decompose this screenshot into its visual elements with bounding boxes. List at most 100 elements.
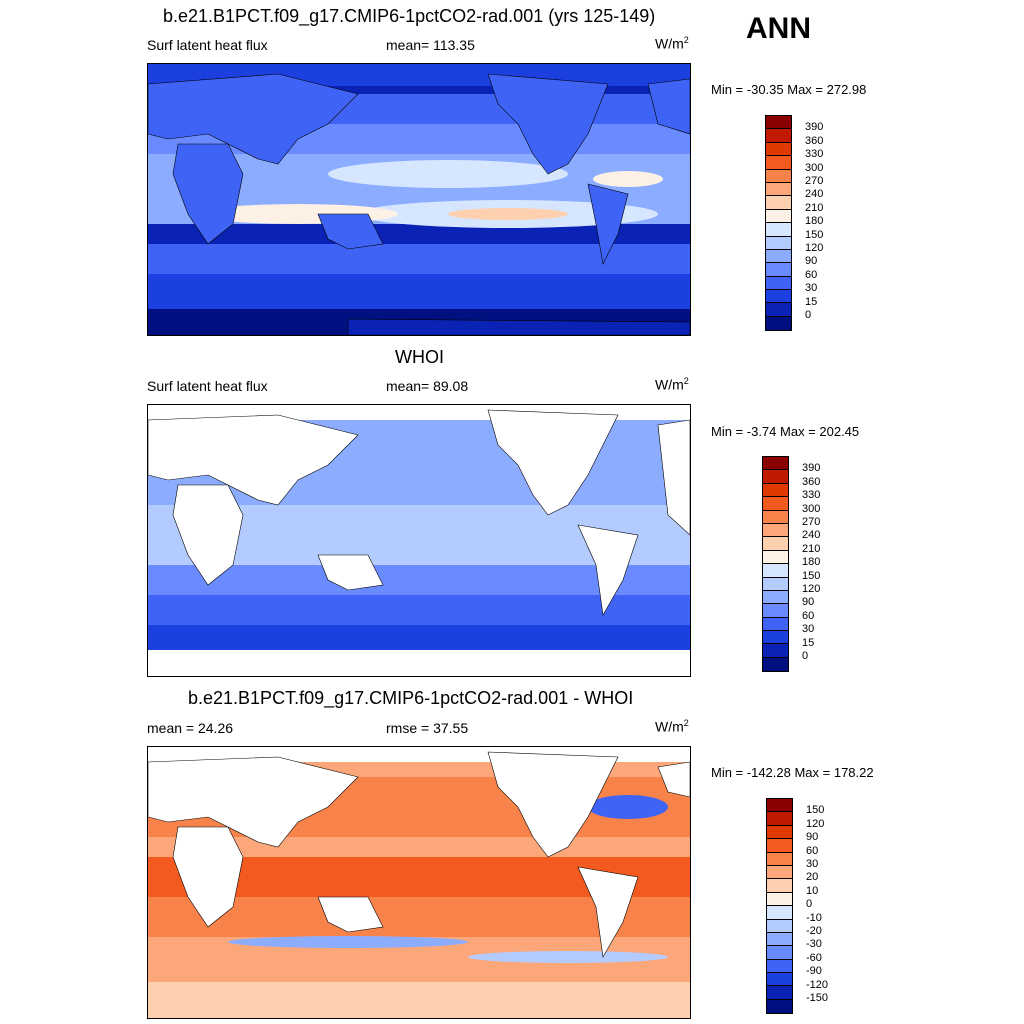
- panel2-colorbar-swatch: [763, 510, 788, 524]
- panel3-colorbar-tick-label: -20: [806, 925, 822, 937]
- panel2-colorbar-tick-label: 390: [802, 462, 821, 475]
- panel1-colorbar-swatch: [766, 156, 791, 170]
- season-label: ANN: [746, 12, 811, 45]
- panel1-colorbar-boxes: [765, 115, 792, 332]
- panel2-map: [147, 404, 691, 677]
- panel3-colorbar-tick-label: 10: [806, 884, 819, 897]
- panel3-colorbar-tick-label: 0: [806, 898, 813, 911]
- panel1-variable-label: Surf latent heat flux: [147, 37, 268, 53]
- panel2-colorbar-swatch: [763, 631, 788, 645]
- panel2-colorbar-tick-label: 150: [802, 569, 821, 582]
- panel1-colorbar-tick-label: 270: [805, 175, 824, 187]
- panel1-units: W/m2: [655, 35, 689, 52]
- panel2-colorbar-tick-label: 360: [802, 475, 821, 488]
- panel2-colorbar-swatch: [763, 523, 788, 538]
- panel3-map: [147, 746, 691, 1019]
- panel1-colorbar-swatch: [766, 236, 791, 250]
- panel1-colorbar-tick-label: 15: [805, 295, 818, 308]
- panel1-colorbar-swatch: [766, 223, 791, 237]
- panel3-colorbar-tick-label: -60: [806, 951, 822, 964]
- panel2-map-svg: [148, 405, 690, 676]
- panel2-colorbar-tick-label: 300: [802, 502, 821, 515]
- panel3-map-svg: [148, 747, 690, 1018]
- panel1-colorbar-tick-label: 120: [805, 242, 824, 254]
- panel2-colorbar-swatch: [763, 537, 788, 551]
- panel2-colorbar-tick-label: 270: [802, 516, 821, 528]
- panel1-colorbar-tick-label: 240: [805, 188, 824, 201]
- panel3-colorbar-swatch: [767, 919, 792, 933]
- panel3-colorbar-tick-label: -90: [806, 965, 822, 978]
- panel3-rmse-label: rmse = 37.55: [386, 720, 469, 736]
- panel2-colorbar-tick-label: 0: [802, 650, 809, 662]
- panel1-map-svg: [148, 64, 690, 335]
- panel3-colorbar-swatch: [767, 946, 792, 960]
- panel3-colorbar-swatch: [767, 839, 792, 853]
- panel1-colorbar-swatch: [766, 276, 791, 291]
- panel2-colorbar-swatch: [763, 564, 788, 578]
- panel1-colorbar-tick-label: 330: [805, 148, 824, 161]
- panel1-colorbar-tick-label: 90: [805, 255, 818, 268]
- panel1-map: [147, 63, 691, 336]
- panel3-colorbar-swatch: [767, 865, 792, 880]
- panel2-colorbar-swatch: [763, 470, 788, 484]
- panel2-colorbar-tick-label: 180: [802, 556, 821, 569]
- panel2-colorbar-tick-label: 15: [802, 636, 815, 649]
- panel1-colorbar-swatch: [766, 303, 791, 317]
- panel3-colorbar-tick-label: -120: [806, 978, 829, 991]
- panel1-minmax: Min = -30.35 Max = 272.98: [711, 82, 867, 97]
- panel2-colorbar-swatch: [763, 497, 788, 511]
- panel2-units: W/m2: [655, 376, 689, 393]
- panel3-colorbar-swatch: [767, 879, 792, 893]
- panel1-colorbar-tick-label: 30: [805, 282, 818, 295]
- panel1-colorbar-swatch: [766, 290, 791, 304]
- panel2-colorbar-swatch: [763, 617, 788, 632]
- panel3-colorbar-tick-label: 120: [806, 817, 825, 830]
- panel2-mean-label: mean= 89.08: [386, 378, 469, 394]
- panel2-colorbar-tick-label: 90: [802, 596, 815, 609]
- panel2-colorbar-swatch: [763, 657, 788, 672]
- panel2-colorbar-tick-label: 240: [802, 529, 821, 542]
- panel3-colorbar-tick-label: -30: [806, 938, 822, 951]
- panel3-colorbar-tick-label: 30: [806, 858, 819, 870]
- panel2-title: WHOI: [395, 347, 444, 367]
- panel3-colorbar-swatch: [767, 892, 792, 907]
- panel3-colorbar-tick-label: -10: [806, 911, 822, 924]
- panel3-colorbar-boxes: [766, 798, 793, 1015]
- panel3-colorbar-swatch: [767, 799, 792, 813]
- panel1-colorbar-swatch: [766, 142, 791, 157]
- panel3-units: W/m2: [655, 718, 689, 735]
- panel1-mean-label: mean= 113.35: [386, 37, 475, 53]
- panel1-colorbar-tick-label: 300: [805, 161, 824, 174]
- panel3-mean-label: mean = 24.26: [147, 720, 234, 736]
- panel3-colorbar-swatch: [767, 852, 792, 866]
- panel3-colorbar-swatch: [767, 973, 792, 987]
- panel1-colorbar-tick-label: 210: [805, 201, 824, 214]
- panel3-colorbar-swatch: [767, 825, 792, 840]
- panel1-colorbar-swatch: [766, 116, 791, 130]
- panel2-colorbar-boxes: [762, 456, 789, 673]
- panel1-colorbar-tick-label: 60: [805, 268, 818, 281]
- panel1-title: b.e21.B1PCT.f09_g17.CMIP6-1pctCO2-rad.00…: [163, 6, 656, 26]
- panel3-colorbar-swatch: [767, 932, 792, 947]
- panel3-colorbar-swatch: [767, 906, 792, 920]
- panel3-title: b.e21.B1PCT.f09_g17.CMIP6-1pctCO2-rad.00…: [188, 688, 634, 708]
- panel2-colorbar-tick-label: 60: [802, 609, 815, 622]
- panel1-colorbar-tick-label: 360: [805, 134, 824, 147]
- panel3-colorbar-swatch: [767, 959, 792, 974]
- panel3-colorbar-swatch: [767, 812, 792, 826]
- panel1-colorbar-tick-label: 180: [805, 215, 824, 228]
- panel3-colorbar-swatch: [767, 986, 792, 1000]
- panel1-colorbar-tick-label: 150: [805, 228, 824, 241]
- panel1-colorbar-swatch: [766, 169, 791, 183]
- panel2-variable-label: Surf latent heat flux: [147, 378, 268, 394]
- panel1-colorbar-swatch: [766, 129, 791, 143]
- panel1-colorbar-tick-label: 390: [805, 121, 824, 134]
- panel3-colorbar-tick-label: 60: [806, 844, 819, 857]
- panel3-colorbar-tick-label: 90: [806, 831, 819, 844]
- panel1-colorbar-swatch: [766, 316, 791, 331]
- panel2-colorbar-tick-label: 210: [802, 542, 821, 555]
- panel2-colorbar-tick-label: 30: [802, 623, 815, 636]
- panel2-colorbar-swatch: [763, 577, 788, 591]
- panel2-colorbar-swatch: [763, 550, 788, 565]
- panel3-colorbar-tick-label: 20: [806, 871, 819, 884]
